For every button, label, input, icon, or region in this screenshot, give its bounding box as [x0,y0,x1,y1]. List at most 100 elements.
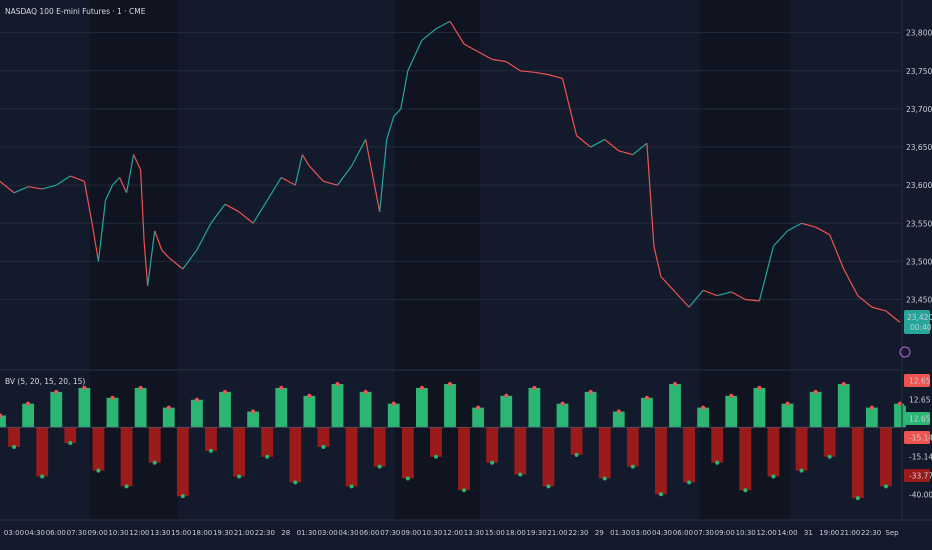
time-tick-label-24: 18:00 [506,529,526,537]
time-tick-label-25: 19:30 [527,529,547,537]
osc-dot-1 [12,445,16,449]
osc-dot-54 [757,386,761,390]
indicator-title[interactable]: BV (5, 20, 15, 20, 15) [5,377,85,386]
osc-level-label-6: -40.00 [909,491,932,500]
time-tick-label-15: 03:00 [317,529,337,537]
osc-level-0: 12.65 [904,374,931,387]
price-tick-label-3: 23,700.00 [906,105,932,114]
osc-bar-37 [514,427,526,474]
osc-dot-42 [589,390,593,394]
osc-dot-58 [814,390,818,394]
osc-dot-40 [561,402,565,406]
osc-dot-39 [546,484,550,488]
osc-bar-26 [360,392,372,427]
osc-dot-48 [673,382,677,386]
osc-dot-52 [729,394,733,398]
time-tick-label-2: 06:00 [46,529,66,537]
osc-bar-17 [233,427,245,476]
osc-dot-33 [462,488,466,492]
osc-bar-19 [261,427,273,457]
time-tick-label-29: 01:30 [610,529,630,537]
osc-dot-9 [125,484,129,488]
time-tick-label-39: 19:00 [819,529,839,537]
osc-bar-11 [149,427,161,462]
osc-bar-34 [472,408,484,428]
osc-bar-14 [191,400,203,428]
osc-level-label-3: -15.14 [909,434,932,443]
time-tick-label-37: 14:00 [777,529,797,537]
price-tick-label-1: 23,800.00 [906,29,932,38]
osc-dot-59 [828,455,832,459]
osc-dot-44 [617,410,621,414]
time-tick-label-18: 07:30 [380,529,400,537]
osc-dot-46 [645,396,649,400]
osc-dot-47 [659,492,663,496]
osc-bar-50 [697,408,709,428]
time-tick-label-10: 19:30 [213,529,233,537]
osc-dot-25 [350,484,354,488]
osc-bar-39 [543,427,555,486]
osc-dot-31 [434,455,438,459]
time-tick-label-14: 01:30 [297,529,317,537]
osc-level-3: -15.14 [904,431,932,444]
osc-dot-55 [771,474,775,478]
osc-bar-32 [444,384,456,427]
price-tick-label-6: 23,550.00 [906,219,932,228]
osc-dot-30 [420,386,424,390]
time-axis[interactable]: 03:00 04:30 06:00 07:30 09:00 10:30 12:00 13:30… [4,529,899,537]
osc-level-2: 12.65 [904,412,931,425]
osc-dot-13 [181,494,185,498]
osc-dot-15 [209,449,213,453]
osc-dot-64 [898,402,902,406]
osc-level-1: 12.65 [904,393,931,406]
time-tick-label-33: 07:30 [694,529,714,537]
time-tick-label-22: 13:30 [464,529,484,537]
osc-dot-32 [448,382,452,386]
osc-bar-48 [669,384,681,427]
osc-bar-53 [739,427,751,490]
osc-dot-21 [293,480,297,484]
time-tick-label-4: 09:00 [88,529,108,537]
osc-bar-63 [880,427,892,486]
time-tick-label-5: 10:30 [108,529,128,537]
time-tick-label-9: 18:00 [192,529,212,537]
osc-level-label-1: 12.65 [909,396,931,405]
price-tick-label-8: 23,450.00 [906,296,932,305]
osc-level-label-4: -15.14 [909,453,932,462]
osc-dot-61 [856,496,860,500]
symbol-title[interactable]: NASDAQ 100 E-mini Futures · 1 · CME [5,7,146,16]
osc-bar-41 [571,427,583,455]
osc-dot-56 [786,402,790,406]
time-tick-label-41: 22:30 [861,529,881,537]
osc-dot-17 [237,474,241,478]
osc-bar-30 [416,388,428,427]
osc-bar-59 [824,427,836,457]
osc-bar-3 [36,427,48,476]
osc-dot-16 [223,390,227,394]
osc-dot-10 [139,386,143,390]
countdown-label: 00:40 [910,323,932,332]
time-tick-label-32: 06:00 [673,529,693,537]
osc-bar-28 [388,404,400,428]
osc-dot-41 [575,453,579,457]
osc-dot-57 [800,469,804,473]
osc-bar-4 [50,392,62,427]
time-tick-label-17: 06:00 [359,529,379,537]
osc-bar-40 [557,404,569,428]
osc-level-label-0: 12.65 [909,377,931,386]
osc-bar-54 [753,388,765,427]
osc-bar-7 [93,427,105,470]
time-tick-label-23: 15:00 [485,529,505,537]
osc-dot-26 [364,390,368,394]
osc-bar-29 [402,427,414,478]
time-tick-label-30: 03:00 [631,529,651,537]
osc-bar-57 [796,427,808,470]
osc-dot-63 [884,484,888,488]
oscillator-axis[interactable]: 12.65 12.65 12.65 -15.14 -15.14 -33.77 -40.00 [904,374,932,501]
price-tick-label-2: 23,750.00 [906,67,932,76]
osc-bar-2 [22,404,34,428]
osc-level-label-2: 12.65 [909,415,931,424]
osc-dot-36 [504,394,508,398]
time-tick-label-3: 07:30 [67,529,87,537]
